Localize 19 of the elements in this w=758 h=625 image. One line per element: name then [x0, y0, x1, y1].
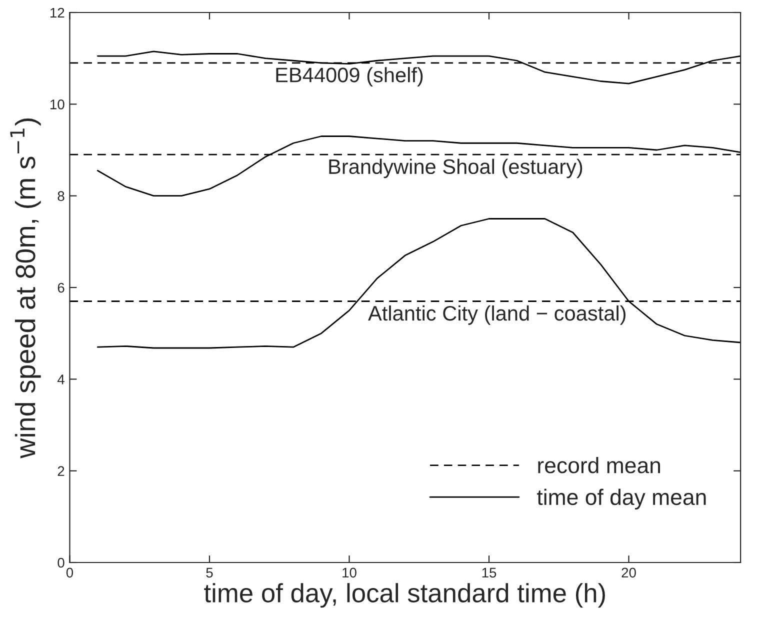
- y-tick-label: 12: [50, 8, 64, 18]
- y-tick-label: 10: [50, 100, 64, 110]
- legend-label: record mean: [538, 456, 660, 474]
- y-tick-label: 4: [57, 374, 64, 384]
- x-tick-label: 10: [342, 568, 356, 578]
- x-axis-title: time of day, local standard time (h): [204, 583, 605, 608]
- x-tick-label: 5: [206, 568, 213, 578]
- annotation: Brandywine Shoal (estuary): [329, 158, 582, 178]
- y-tick-label: 6: [58, 282, 64, 293]
- y-tick-label: 2: [58, 466, 64, 476]
- x-tick-label: 15: [482, 568, 496, 578]
- y-tick-label: 0: [58, 558, 64, 568]
- x-tick-label: 20: [622, 568, 636, 578]
- x-tick-label: 0: [66, 568, 74, 578]
- y-axis-title: wind speed at 80m, (m s$^{−1}$): [10, 118, 41, 458]
- legend-label: time of day mean: [537, 488, 706, 510]
- annotation: Atlantic City (land − coastal): [368, 305, 626, 325]
- annotation: EB44009 (shelf): [276, 67, 423, 86]
- y-tick-label: 8: [58, 191, 64, 202]
